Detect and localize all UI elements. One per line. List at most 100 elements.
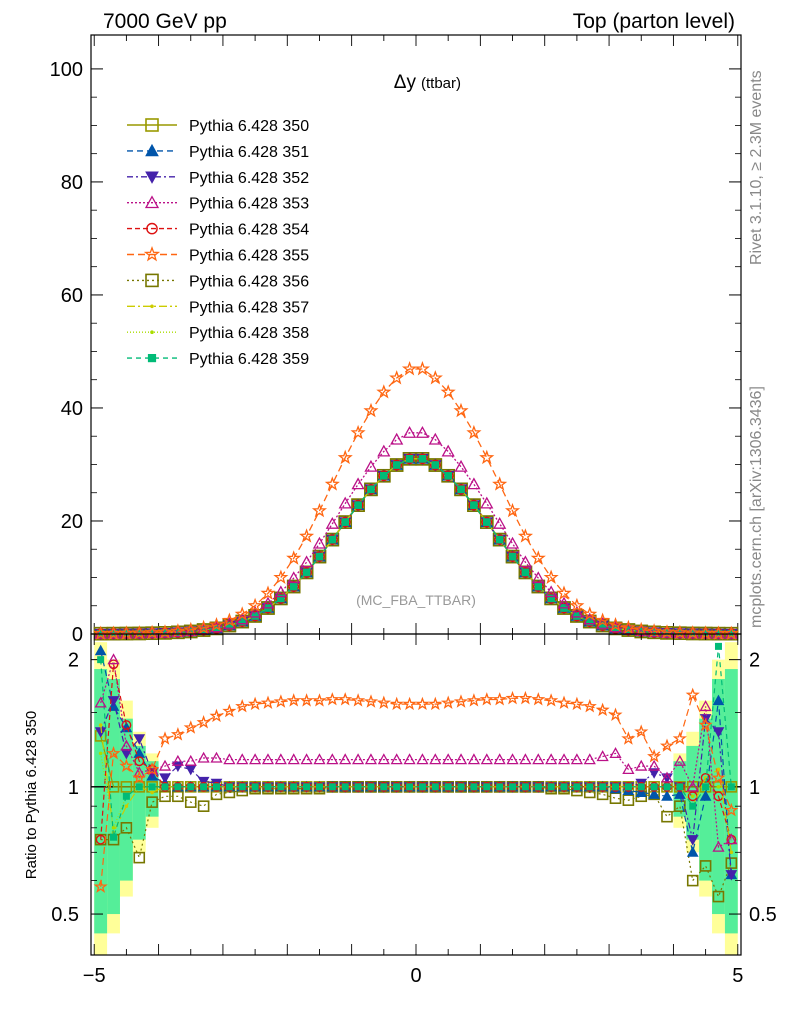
ratio-point-s353 [339, 753, 352, 765]
data-point-s355 [685, 625, 701, 640]
ratio-point-s355 [518, 690, 533, 705]
ratio-point-s359 [560, 783, 568, 791]
ratio-point-s355 [170, 727, 185, 741]
ratio-y-tick-label-right: 1 [749, 777, 760, 799]
ratio-point-s355 [260, 695, 276, 709]
ratio-point-s353 [725, 833, 738, 845]
data-point-s354 [378, 470, 390, 482]
ratio-point-s353 [609, 747, 622, 759]
ratio-point-s356 [661, 810, 673, 823]
ratio-point-s353 [274, 753, 287, 765]
data-point-s355 [105, 625, 122, 640]
data-point-s353 [454, 459, 468, 472]
ratio-point-s355 [531, 692, 546, 706]
data-point-s355 [633, 621, 649, 637]
data-point-s355 [440, 384, 456, 399]
data-point-s355 [582, 606, 598, 621]
ratio-point-s355 [492, 692, 507, 706]
ratio-y-tick-label: 2 [68, 650, 79, 672]
ratio-point-s359 [650, 783, 658, 791]
data-point-s354 [391, 459, 403, 471]
ratio-point-s359 [148, 783, 156, 791]
ratio-point-s358 [111, 825, 116, 830]
data-point-s355 [453, 402, 469, 418]
ratio-y-tick-label-right: 2 [749, 650, 760, 672]
ratio-point-s359 [251, 783, 259, 791]
data-point-s359 [418, 455, 427, 463]
ratio-point-s355 [415, 696, 430, 711]
main-y-tick-label: 80 [61, 172, 83, 194]
data-point-s359 [238, 617, 247, 626]
ratio-point-s355 [312, 693, 327, 707]
data-point-s353 [390, 432, 404, 445]
legend-label-s356: Pythia 6.428 356 [189, 273, 309, 290]
ratio-point-s353 [377, 753, 390, 765]
data-point-s355 [144, 624, 160, 640]
data-point-s355 [401, 360, 418, 376]
ratio-point-s355 [183, 720, 198, 734]
data-point-s353 [570, 605, 584, 618]
ratio-point-s351 [699, 790, 712, 801]
ratio-point-s359 [328, 783, 336, 791]
ratio-point-s355 [338, 692, 353, 706]
ratio-point-s355 [505, 690, 520, 705]
data-point-s355 [414, 360, 431, 376]
data-point-s354 [481, 516, 493, 528]
ratio-point-s352 [725, 870, 738, 881]
ratio-point-s359 [200, 783, 208, 791]
ratio-point-s353 [236, 753, 249, 765]
data-point-s355 [504, 502, 521, 518]
ratio-point-s350 [120, 781, 133, 793]
data-point-s359 [431, 461, 440, 469]
legend-marker-s355 [143, 245, 161, 262]
ratio-point-s359 [624, 783, 632, 791]
ratio-point-s355 [209, 708, 224, 723]
ratio-point-s359 [341, 783, 349, 791]
data-point-s354 [442, 470, 454, 482]
data-point-s353 [467, 477, 481, 490]
ratio-point-s353 [506, 753, 519, 765]
ratio-point-s355 [479, 692, 494, 706]
data-point-s359 [392, 461, 401, 469]
data-point-s355 [517, 528, 534, 543]
ratio-band-green [107, 678, 120, 915]
ratio-point-s353 [390, 753, 403, 765]
main-panel: 0 20 40 60 80 100 [50, 34, 742, 646]
ratio-point-s355 [428, 696, 443, 711]
ratio-point-s353 [287, 753, 300, 765]
ratio-point-s359 [290, 783, 298, 791]
ratio-point-s353 [493, 753, 506, 765]
ratio-point-s359 [444, 783, 452, 791]
ratio-point-s355 [273, 694, 288, 708]
data-point-s354 [314, 551, 325, 562]
legend-label-s354: Pythia 6.428 354 [189, 222, 309, 239]
ratio-point-s355 [556, 695, 572, 709]
data-point-s359 [328, 535, 337, 544]
ratio-point-s359 [547, 783, 555, 791]
data-point-s353 [338, 496, 352, 509]
data-point-s359 [277, 594, 285, 603]
ratio-point-s359 [406, 783, 414, 791]
ratio-point-s359 [509, 783, 517, 791]
ratio-x-tick-label: 0 [410, 965, 421, 987]
ratio-point-s359 [457, 783, 465, 791]
ratio-point-s359 [187, 783, 195, 791]
ratio-point-s355 [119, 758, 134, 773]
ratio-point-s355 [286, 693, 301, 707]
ratio-point-s353 [364, 753, 378, 765]
data-point-s354 [301, 567, 312, 578]
ratio-point-s351 [686, 846, 699, 857]
data-point-s359 [457, 485, 465, 494]
data-point-s355 [710, 625, 727, 640]
data-point-s355 [389, 370, 405, 385]
ratio-point-s355 [363, 694, 379, 708]
ratio-point-s353 [133, 766, 146, 778]
data-point-s359 [521, 568, 530, 577]
ratio-point-s359 [676, 783, 684, 791]
ratio-point-s353 [351, 753, 365, 765]
data-point-s353 [274, 585, 288, 598]
data-point-s355 [530, 550, 546, 565]
data-point-s353 [480, 496, 494, 509]
ratio-point-s355 [659, 738, 675, 752]
data-point-s355 [324, 476, 340, 491]
